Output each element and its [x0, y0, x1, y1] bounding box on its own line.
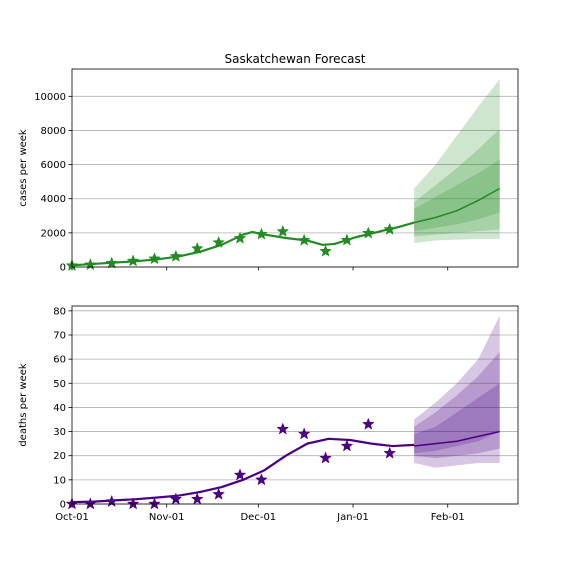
observed-point: [190, 492, 204, 505]
x-tick-label: Oct-01: [55, 512, 89, 523]
observed-point: [148, 252, 161, 265]
observed-point: [233, 468, 247, 481]
observed-point: [169, 492, 183, 505]
observed-point: [190, 241, 204, 254]
observed-point: [319, 244, 332, 257]
cases-panel: 0 2000 4000 6000 8000 10000 cases per week: [18, 68, 519, 274]
axes-frame: [71, 68, 519, 268]
x-tick-label: Jan-01: [336, 512, 369, 523]
observed-point: [383, 222, 397, 235]
observed-point: [255, 473, 268, 486]
observed-point: [255, 227, 268, 240]
forecast-band-2: [414, 351, 500, 459]
y-tick-label: 50: [53, 379, 66, 390]
forecast-median-line: [414, 430, 500, 447]
forecast-band-1: [414, 159, 500, 232]
y-tick-label: 0: [60, 263, 66, 274]
y-tick-label: 10: [53, 475, 66, 486]
y-tick-label: 80: [53, 306, 66, 317]
observed-point: [126, 254, 140, 267]
forecast-band-3: [414, 315, 500, 468]
x-tick-label: Feb-01: [431, 512, 465, 523]
observed-point: [340, 439, 354, 452]
y-tick-label: 60: [53, 355, 66, 366]
y-tick-label: 40: [53, 403, 66, 414]
forecast-median-line: [413, 187, 501, 224]
y-tick-label: 6000: [41, 160, 66, 171]
observed-point: [319, 451, 332, 464]
x-tick-label: Nov-01: [149, 512, 185, 523]
observed-point: [233, 231, 247, 244]
observed-point: [297, 427, 311, 440]
observed-point: [169, 249, 183, 262]
y-tick-label: 2000: [41, 228, 66, 239]
chart-title: Saskatchewan Forecast: [225, 52, 366, 66]
observed-point: [361, 417, 375, 430]
observed-point: [276, 422, 290, 435]
observed-point: [148, 497, 161, 510]
observed-point: [126, 497, 140, 510]
y-tick-label: 4000: [41, 194, 66, 205]
y-tick-label: 70: [53, 330, 66, 341]
axes-frame: [71, 305, 519, 505]
y-tick-label: 8000: [41, 126, 66, 137]
x-tick-label: Dec-01: [240, 512, 276, 523]
y-tick-label: 0: [60, 500, 66, 511]
forecast-band-2: [414, 128, 500, 237]
observed-point: [361, 226, 375, 239]
y-axis-label: cases per week: [18, 129, 29, 207]
y-axis-label: deaths per week: [18, 363, 29, 447]
y-tick-label: 10000: [34, 92, 66, 103]
observed-point: [276, 224, 290, 237]
observed-point: [297, 233, 311, 246]
observed-point: [212, 235, 226, 249]
forecast-band-3: [414, 79, 500, 244]
observed-point: [105, 256, 119, 269]
observed-point: [340, 233, 354, 246]
y-tick-label: 30: [53, 427, 66, 438]
observed-point: [83, 497, 97, 510]
observed-point: [212, 487, 226, 500]
y-tick-label: 20: [53, 451, 66, 462]
observed-point: [383, 446, 397, 459]
deaths-panel: 0 10 20 30 40 50 60 70 80 Oct-01 Nov-01 Dec-01 Jan-0…: [18, 305, 519, 523]
